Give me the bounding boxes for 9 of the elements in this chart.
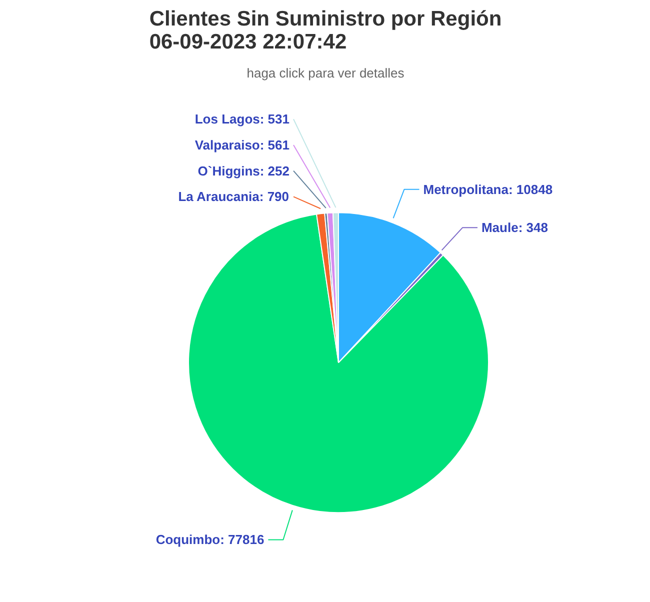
slice-label: Valparaiso: 561 [194,137,290,152]
slice-label: Los Lagos: 531 [194,112,290,127]
slice-label: Coquimbo: 77816 [156,532,264,548]
slice-label: La Araucania: 790 [178,189,290,204]
slice-label: Maule: 348 [481,220,548,236]
slice-label: O`Higgins: 252 [198,163,290,178]
slice-label: Metropolitana: 10848 [423,182,553,197]
chart-title: Clientes Sin Suministro por Región 06-09-2023 22:07:42 [149,8,502,54]
chart-subtitle: haga click para ver detalles [246,66,405,80]
